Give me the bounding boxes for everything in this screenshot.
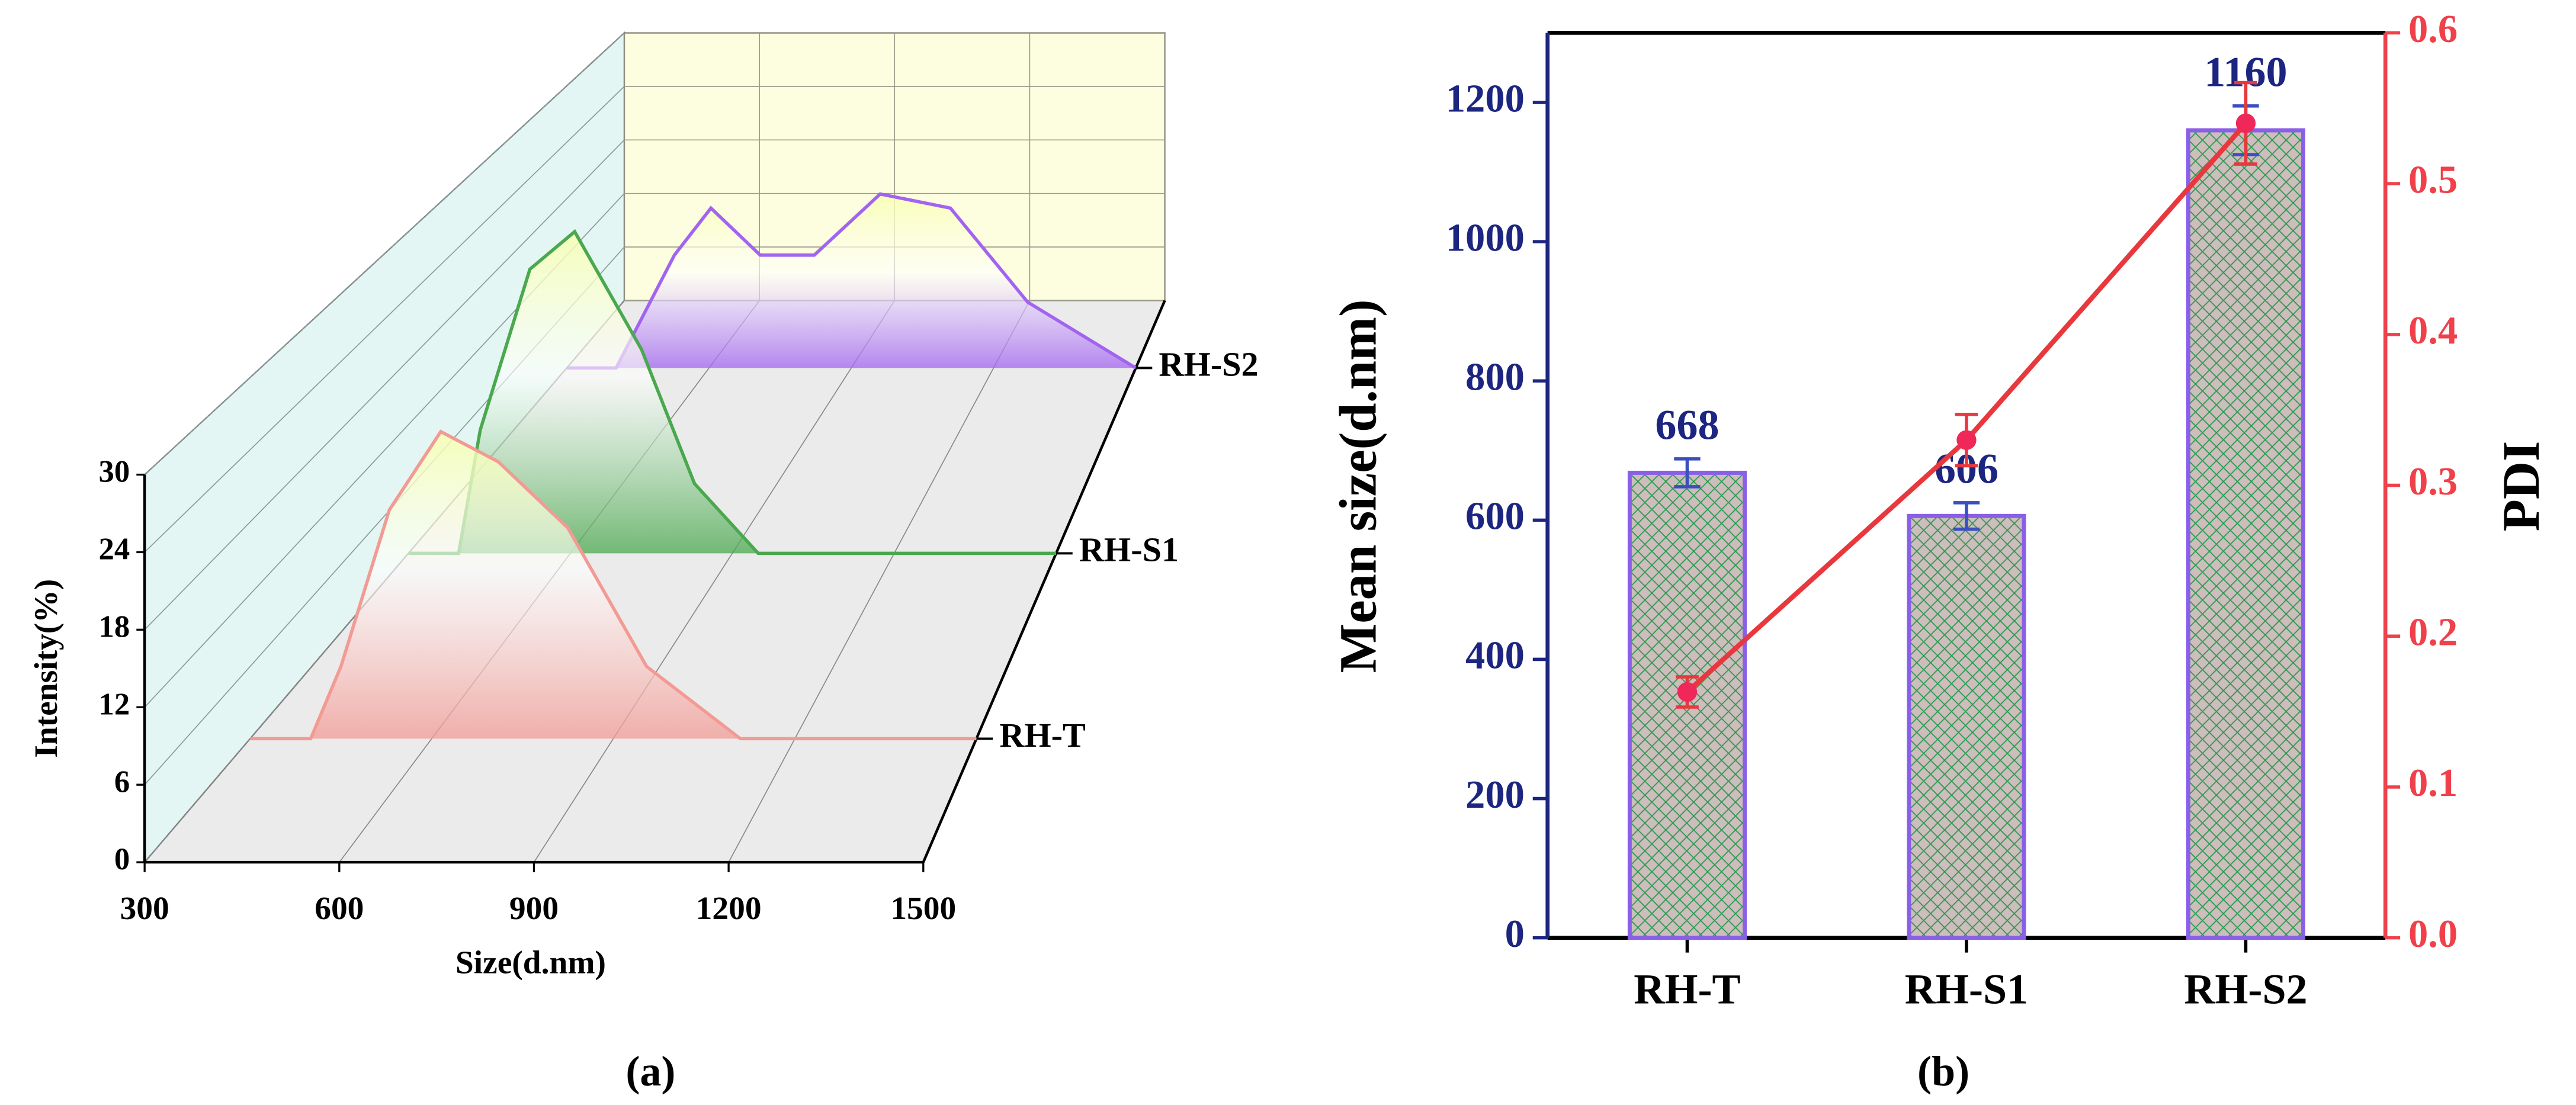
y-tick-label: 200 — [1465, 773, 1525, 817]
x-axis-title: Size(d.nm) — [455, 945, 606, 981]
y2-tick-label: 0.5 — [2408, 158, 2458, 201]
line — [250, 429, 977, 741]
grid-line — [144, 32, 625, 476]
y-axis-title: Mean size(d.nm) — [1329, 299, 1387, 673]
bar — [2186, 128, 2305, 940]
y-tick-label: 12 — [99, 687, 130, 721]
depth-axis — [922, 300, 1166, 863]
y-tick-label: 1000 — [1446, 216, 1525, 259]
data-label: 668 — [1655, 401, 1719, 449]
y2-tick-label: 0.1 — [2408, 762, 2458, 805]
point — [1956, 430, 1977, 450]
y2-tick-label: 0.0 — [2408, 913, 2458, 956]
y-tick-label: 30 — [99, 455, 130, 489]
y-tick-label: 18 — [99, 609, 130, 644]
x-tick-label: RH-T — [1634, 966, 1740, 1013]
area — [408, 232, 1057, 554]
x-tick-label: 1500 — [890, 890, 956, 926]
caption: (b) — [1917, 1048, 1969, 1095]
y-tick-label: 24 — [99, 532, 130, 567]
series-label: RH-S2 — [1159, 345, 1258, 384]
line — [566, 192, 1137, 370]
bar — [1907, 513, 2026, 940]
grid-line — [144, 139, 625, 630]
grid-line — [144, 86, 625, 553]
y-tick-label: 0 — [1505, 913, 1525, 956]
area — [566, 194, 1136, 368]
y-tick-label: 800 — [1465, 356, 1525, 399]
point — [2235, 113, 2256, 133]
x-tick-label: 600 — [315, 890, 364, 926]
error-bar — [1953, 501, 1980, 531]
point — [1677, 682, 1698, 702]
y-tick-label: 400 — [1465, 634, 1525, 677]
y2-tick-label: 0.4 — [2408, 309, 2458, 352]
y-tick-label: 1200 — [1446, 77, 1525, 120]
error-bar — [1674, 457, 1701, 489]
series-label: RH-T — [999, 716, 1086, 754]
grid-line — [533, 300, 895, 863]
y-tick-label: 600 — [1465, 495, 1525, 538]
y2-tick-label: 0.2 — [2408, 611, 2458, 654]
y-tick-label: 0 — [114, 842, 130, 876]
y-tick-label: 6 — [114, 764, 130, 799]
x-tick-label: 900 — [509, 890, 559, 926]
x-tick-label: 1200 — [696, 890, 762, 926]
x-tick-label: RH-S1 — [1905, 966, 2028, 1013]
y2-axis-title: PDI — [2492, 441, 2551, 532]
chart-b: 0 200 400 600 800 1000 1200 0.0 0.1 0.2 0.3 0.4 0.5 0… — [1329, 8, 2551, 1095]
y-axis-title: Intensity(%) — [28, 579, 64, 758]
series-label: RH-S1 — [1079, 531, 1179, 569]
y2-tick-label: 0.6 — [2408, 8, 2458, 51]
chart-a: 0 6 12 18 24 30 300 600 900 1200 1500 Size(d.nm) Int… — [28, 31, 1259, 1095]
x-tick-label: RH-S2 — [2184, 966, 2307, 1013]
caption: (a) — [625, 1048, 675, 1095]
y2-tick-label: 0.3 — [2408, 460, 2458, 503]
area — [250, 431, 977, 739]
x-tick-label: 300 — [120, 890, 169, 926]
grid-line — [728, 300, 1031, 863]
